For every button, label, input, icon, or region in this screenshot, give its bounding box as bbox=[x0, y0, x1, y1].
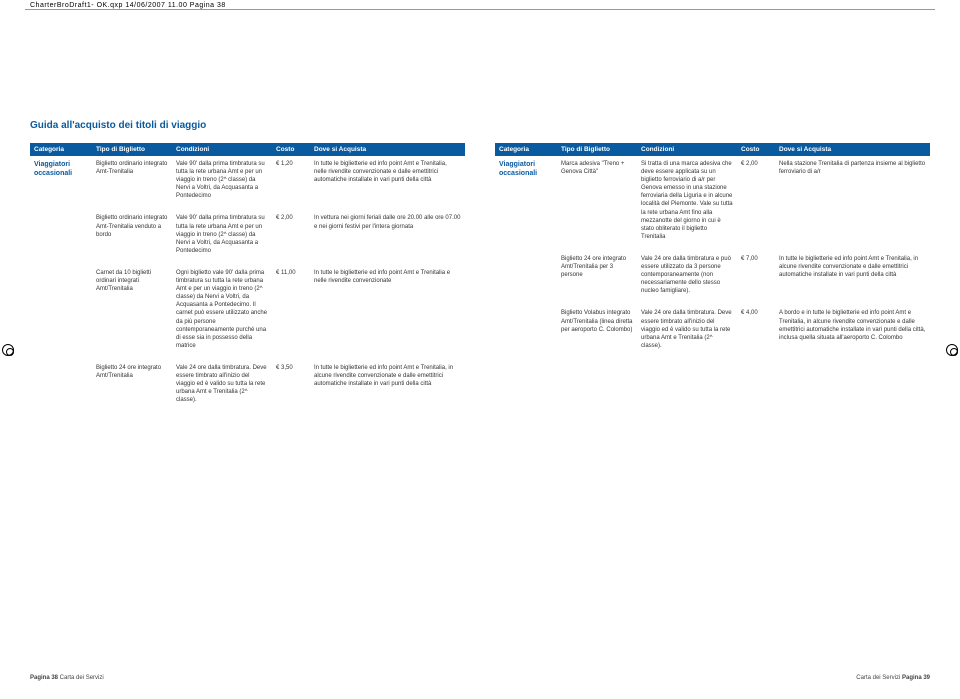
th-tipo: Tipo di Biglietto bbox=[92, 143, 172, 156]
cell-dove: In vettura nei giorni feriali dalle ore … bbox=[310, 210, 465, 264]
table-row: Biglietto ordinario integrato Amt-Trenit… bbox=[30, 210, 465, 264]
cell-dove: In tutte le biglietterie ed info point A… bbox=[775, 251, 930, 305]
cell-tipo: Biglietto 24 ore integrato Amt/Trenitali… bbox=[557, 251, 637, 305]
cell-condizioni: Vale 90' dalla prima timbratura su tutta… bbox=[172, 210, 272, 264]
th-costo: Costo bbox=[737, 143, 775, 156]
cell-condizioni: Si tratta di una marca adesiva che deve … bbox=[637, 156, 737, 251]
th-condizioni: Condizioni bbox=[172, 143, 272, 156]
empty-cell bbox=[30, 360, 92, 414]
cell-costo: € 2,00 bbox=[272, 210, 310, 264]
cell-costo: € 3,50 bbox=[272, 360, 310, 414]
th-dove: Dove si Acquista bbox=[310, 143, 465, 156]
cell-dove: In tutte le biglietterie ed info point A… bbox=[310, 265, 465, 360]
cell-tipo: Biglietto ordinario integrato Amt-Trenit… bbox=[92, 156, 172, 210]
right-table: Categoria Tipo di Biglietto Condizioni C… bbox=[495, 143, 930, 414]
crop-line bbox=[25, 9, 935, 10]
cell-tipo: Biglietto 24 ore integrato Amt/Trenitali… bbox=[92, 360, 172, 414]
cell-costo: € 11,00 bbox=[272, 265, 310, 360]
category-cell: Viaggiatori occasionali bbox=[30, 156, 92, 210]
table-header: Categoria Tipo di Biglietto Condizioni C… bbox=[30, 143, 465, 156]
cell-costo: € 7,00 bbox=[737, 251, 775, 305]
cell-condizioni: Ogni biglietto vale 90' dalla prima timb… bbox=[172, 265, 272, 360]
th-categoria: Categoria bbox=[495, 143, 557, 156]
cell-costo: € 4,00 bbox=[737, 305, 775, 359]
table-row: Biglietto 24 ore integrato Amt/Trenitali… bbox=[30, 360, 465, 414]
footer-left: Pagina 38 Carta dei Servizi bbox=[30, 675, 104, 681]
cell-condizioni: Vale 24 ore dalla timbratura e può esser… bbox=[637, 251, 737, 305]
cell-costo: € 1,20 bbox=[272, 156, 310, 210]
cell-dove: A bordo e in tutte le biglietterie ed in… bbox=[775, 305, 930, 359]
cell-dove: In tutte le biglietterie ed info point A… bbox=[310, 156, 465, 210]
table-row: Carnet da 10 biglietti ordinari integrat… bbox=[30, 265, 465, 360]
th-tipo: Tipo di Biglietto bbox=[557, 143, 637, 156]
left-table: Categoria Tipo di Biglietto Condizioni C… bbox=[30, 143, 465, 414]
table-row: Biglietto Volabus integrato Amt/Trenital… bbox=[495, 305, 930, 359]
table-header: Categoria Tipo di Biglietto Condizioni C… bbox=[495, 143, 930, 156]
page-title: Guida all'acquisto dei titoli di viaggio bbox=[30, 120, 930, 131]
registration-mark-left bbox=[2, 344, 14, 356]
empty-cell bbox=[30, 210, 92, 264]
cell-tipo: Biglietto Volabus integrato Amt/Trenital… bbox=[557, 305, 637, 359]
page-content: Guida all'acquisto dei titoli di viaggio… bbox=[30, 120, 930, 414]
cell-costo: € 2,00 bbox=[737, 156, 775, 251]
empty-cell bbox=[30, 265, 92, 360]
crop-header-text: CharterBroDraft1- OK.qxp 14/06/2007 11.0… bbox=[30, 2, 226, 9]
table-row: Viaggiatori occasionali Marca adesiva "T… bbox=[495, 156, 930, 251]
cell-dove: Nella stazione Trenitalia di partenza in… bbox=[775, 156, 930, 251]
cell-dove: In tutte le biglietterie ed info point A… bbox=[310, 360, 465, 414]
footer-right-page: Pagina 39 bbox=[902, 675, 930, 681]
footer-left-page: Pagina 38 bbox=[30, 675, 58, 681]
cell-condizioni: Vale 24 ore dalla timbratura. Deve esser… bbox=[172, 360, 272, 414]
footer-left-text: Carta dei Servizi bbox=[58, 675, 104, 681]
footer-right-text: Carta dei Servizi bbox=[856, 675, 902, 681]
tables-wrap: Categoria Tipo di Biglietto Condizioni C… bbox=[30, 143, 930, 414]
empty-cell bbox=[495, 251, 557, 305]
th-condizioni: Condizioni bbox=[637, 143, 737, 156]
table-row: Biglietto 24 ore integrato Amt/Trenitali… bbox=[495, 251, 930, 305]
cell-condizioni: Vale 24 ore dalla timbratura. Deve esser… bbox=[637, 305, 737, 359]
footer-right: Carta dei Servizi Pagina 39 bbox=[856, 675, 930, 681]
th-dove: Dove si Acquista bbox=[775, 143, 930, 156]
th-costo: Costo bbox=[272, 143, 310, 156]
cell-tipo: Carnet da 10 biglietti ordinari integrat… bbox=[92, 265, 172, 360]
empty-cell bbox=[495, 305, 557, 359]
cell-tipo: Marca adesiva "Treno + Genova Città" bbox=[557, 156, 637, 251]
table-row: Viaggiatori occasionali Biglietto ordina… bbox=[30, 156, 465, 210]
cell-tipo: Biglietto ordinario integrato Amt-Trenit… bbox=[92, 210, 172, 264]
category-cell: Viaggiatori occasionali bbox=[495, 156, 557, 251]
th-categoria: Categoria bbox=[30, 143, 92, 156]
registration-mark-right bbox=[946, 344, 958, 356]
cell-condizioni: Vale 90' dalla prima timbratura su tutta… bbox=[172, 156, 272, 210]
